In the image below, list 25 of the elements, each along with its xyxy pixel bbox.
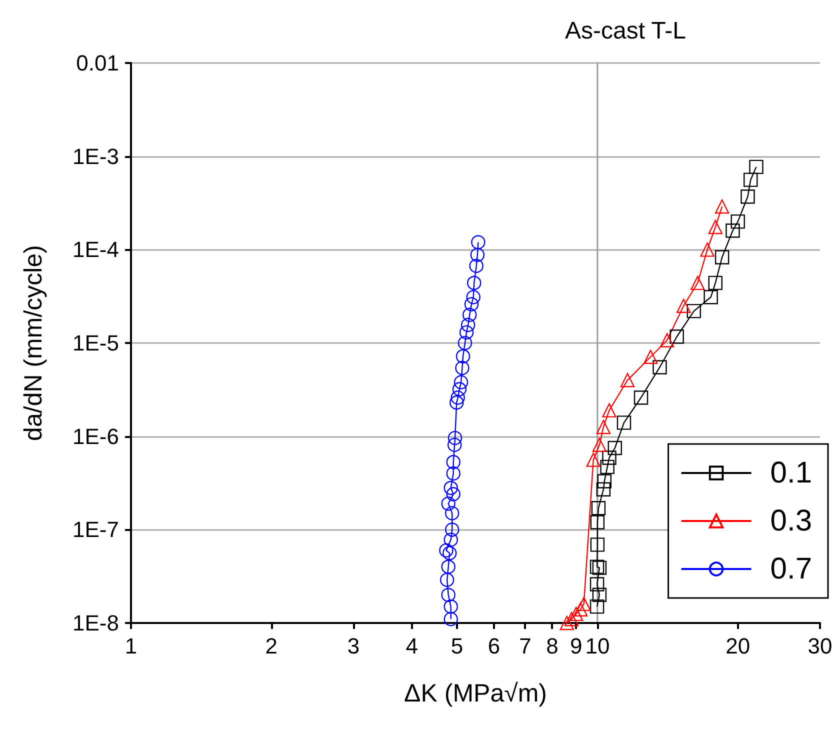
x-axis-title: ΔK (MPa√m) bbox=[404, 680, 547, 708]
y-tick-label: 1E-7 bbox=[72, 517, 119, 542]
y-tick-label: 1E-5 bbox=[72, 330, 119, 356]
x-tick-label: 7 bbox=[519, 634, 532, 658]
x-tick-label: 6 bbox=[488, 634, 500, 658]
x-tick-label: 30 bbox=[808, 634, 832, 658]
y-tick-label: 1E-3 bbox=[72, 144, 119, 169]
x-tick-label: 2 bbox=[265, 634, 278, 658]
x-tick-label: 9 bbox=[570, 634, 582, 658]
legend-label: 0.3 bbox=[770, 504, 812, 538]
y-tick-label: 1E-6 bbox=[72, 424, 119, 449]
legend-label: 0.7 bbox=[770, 552, 812, 586]
y-tick-label: 1E-8 bbox=[72, 610, 119, 636]
x-tick-label: 1 bbox=[124, 634, 138, 658]
x-tick-label: 3 bbox=[347, 634, 360, 658]
x-tick-label: 8 bbox=[546, 634, 558, 658]
x-tick-label: 10 bbox=[585, 634, 610, 658]
x-tick-label: 5 bbox=[450, 634, 464, 658]
x-tick-label: 20 bbox=[726, 634, 750, 658]
y-axis-title: da/dN (mm/cycle) bbox=[20, 245, 48, 441]
y-tick-label: 1E-4 bbox=[72, 237, 119, 262]
chart-title: As-cast T-L bbox=[565, 18, 686, 44]
x-tick-label: 4 bbox=[406, 634, 418, 658]
legend-label: 0.1 bbox=[770, 456, 812, 490]
y-tick-label: 0.01 bbox=[76, 50, 119, 76]
